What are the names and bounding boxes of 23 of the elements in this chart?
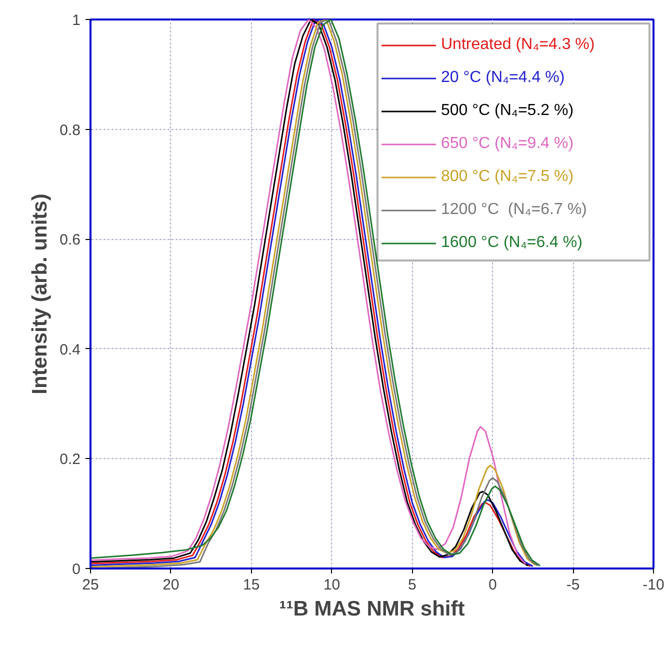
y-axis-title: Intensity (arb. units) xyxy=(28,194,52,394)
y-tick-label: 1 xyxy=(72,12,80,29)
x-tick-label: 5 xyxy=(408,576,416,594)
legend-label: 800 °C (N₄=7.5 %) xyxy=(441,167,574,187)
y-tick-label: 0.2 xyxy=(60,451,81,468)
legend-label: 1600 °C (N₄=6.4 %) xyxy=(441,233,582,253)
x-tick-label: 0 xyxy=(488,576,497,594)
x-tick-label: -5 xyxy=(566,576,580,594)
y-tick-label: 0.4 xyxy=(60,341,81,358)
legend-label: 1200 °C (N₄=6.7 %) xyxy=(441,200,587,220)
x-tick-label: 15 xyxy=(243,576,260,594)
x-tick-label: 25 xyxy=(82,576,99,594)
legend-label: 500 °C (N₄=5.2 %) xyxy=(441,101,574,121)
y-tick-label: 0.6 xyxy=(60,232,81,249)
x-tick-label: 20 xyxy=(162,576,180,594)
legend-label: Untreated (N₄=4.3 %) xyxy=(441,35,595,55)
y-tick-label: 0 xyxy=(72,561,80,578)
x-tick-label: -10 xyxy=(642,576,664,594)
legend-label: 650 °C (N₄=9.4 %) xyxy=(441,134,574,154)
x-axis-title: ¹¹B MAS NMR shift xyxy=(279,598,465,620)
legend-label: 20 °C (N₄=4.4 %) xyxy=(441,68,565,88)
x-tick-label: 10 xyxy=(323,576,340,594)
y-tick-label: 0.8 xyxy=(60,122,81,139)
